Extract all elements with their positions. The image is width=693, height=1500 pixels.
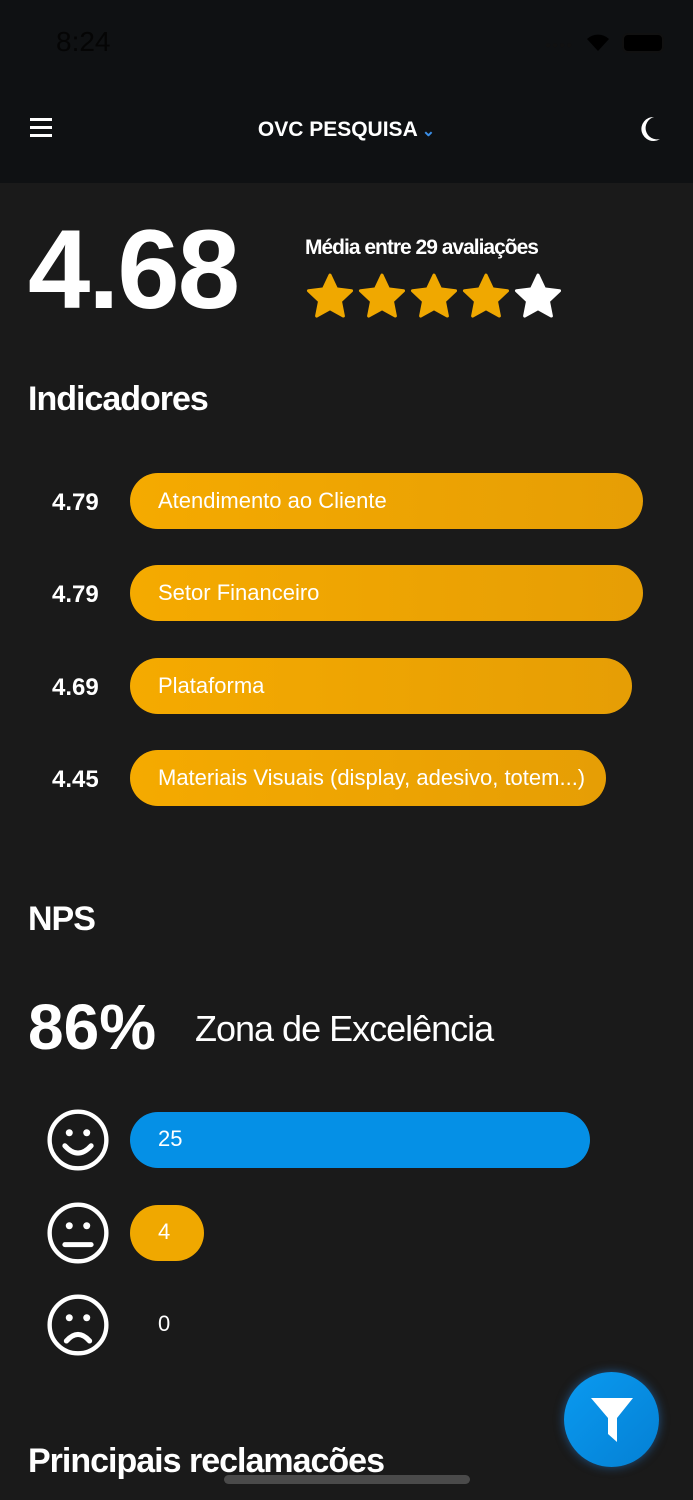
indicator-row[interactable]: 4.69 Plataforma	[0, 657, 693, 714]
indicator-row[interactable]: 4.79 Setor Financeiro	[0, 565, 693, 622]
nps-row: 25	[0, 1108, 693, 1172]
survey-selector[interactable]: OVC PESQUISA ⌄	[0, 118, 693, 142]
filter-button[interactable]	[564, 1372, 659, 1467]
indicator-row[interactable]: 4.45 Materiais Visuais (display, adesivo…	[0, 749, 693, 806]
nps-row: 0	[0, 1293, 693, 1357]
average-caption: Média entre 29 avaliações	[305, 236, 539, 259]
status-time: 8:24	[56, 26, 111, 57]
average-score: 4.68	[28, 207, 240, 332]
filter-icon	[590, 1397, 633, 1442]
moon-icon[interactable]	[638, 115, 662, 143]
smile-icon	[47, 1109, 109, 1171]
survey-title: OVC PESQUISA	[257, 118, 418, 141]
nps-row: 4	[0, 1201, 693, 1265]
indicator-value: 4.79	[52, 581, 99, 609]
wifi-icon	[587, 34, 609, 51]
signal-icon: ●●●●	[545, 40, 574, 51]
indicator-bar	[130, 749, 607, 806]
indicators-title: Indicadores	[28, 380, 209, 418]
complaints-title: Principais reclamacões	[28, 1442, 385, 1480]
nps-percent: 86%	[28, 991, 157, 1063]
nps-zone: Zona de Excelência	[195, 1008, 494, 1049]
indicator-bar	[130, 657, 632, 714]
nps-bar	[130, 1204, 204, 1261]
star-rating	[305, 272, 563, 322]
indicator-label: Setor Financeiro	[158, 580, 320, 606]
indicator-label: Plataforma	[158, 672, 265, 698]
battery-icon	[622, 33, 664, 53]
indicator-bar	[130, 473, 643, 529]
sad-face-icon	[47, 1294, 109, 1356]
indicator-bar	[130, 565, 643, 622]
neutral-face-icon	[47, 1201, 109, 1264]
chevron-down-icon: ⌄	[421, 123, 436, 140]
star-icon	[410, 273, 458, 318]
nps-count: 4	[158, 1218, 171, 1244]
star-icon	[514, 273, 562, 318]
star-icon	[358, 273, 406, 318]
indicator-value: 4.69	[52, 673, 99, 701]
indicator-value: 4.45	[52, 765, 99, 793]
home-indicator	[224, 1475, 470, 1484]
app-header: 8:24 ●●●● OVC PESQUISA ⌄	[0, 0, 693, 183]
indicator-value: 4.79	[52, 489, 99, 516]
hamburger-icon[interactable]	[30, 118, 52, 142]
indicator-row[interactable]: 4.79 Atendimento ao Cliente	[0, 473, 693, 529]
indicator-label: Materiais Visuais (display, adesivo, tot…	[158, 764, 586, 790]
star-icon	[306, 273, 354, 318]
nps-count: 0	[158, 1311, 171, 1336]
nps-bar	[130, 1112, 590, 1168]
star-icon	[462, 273, 510, 318]
indicator-label: Atendimento ao Cliente	[158, 488, 387, 513]
nps-title: NPS	[28, 900, 96, 938]
nps-count: 25	[158, 1126, 183, 1151]
